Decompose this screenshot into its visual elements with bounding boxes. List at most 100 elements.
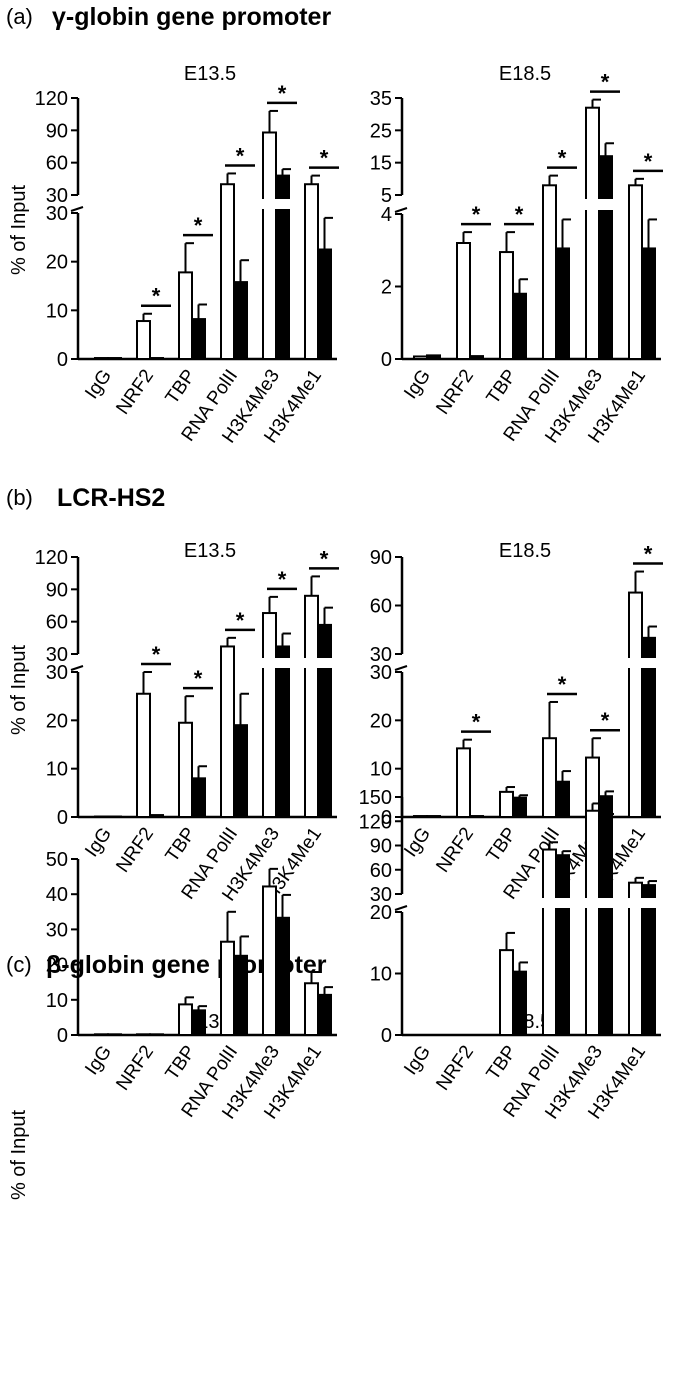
axis-break-gap bbox=[627, 898, 657, 908]
y-tick-label: 60 bbox=[46, 153, 68, 175]
significance-star: * bbox=[601, 70, 610, 95]
bar bbox=[262, 131, 277, 360]
bar bbox=[262, 612, 277, 818]
y-tick-label: 60 bbox=[370, 860, 392, 882]
category-label: NRF2 bbox=[112, 1042, 158, 1095]
significance-star: * bbox=[472, 710, 481, 735]
bar bbox=[107, 1033, 122, 1037]
axis-break-gap bbox=[261, 199, 291, 209]
y-tick-label: 90 bbox=[46, 120, 68, 142]
bar bbox=[94, 1033, 109, 1037]
y-tick-label: 5 bbox=[381, 185, 392, 207]
bar bbox=[456, 242, 471, 360]
bar bbox=[628, 591, 643, 818]
category-label: IgG bbox=[400, 1042, 435, 1079]
bar bbox=[469, 355, 484, 361]
significance-star: * bbox=[644, 149, 653, 174]
significance-star: * bbox=[320, 146, 329, 171]
bar bbox=[555, 780, 570, 819]
bar bbox=[542, 737, 557, 819]
category-label: IgG bbox=[400, 824, 435, 861]
y-tick-label: 10 bbox=[46, 990, 68, 1012]
category-label: TBP bbox=[162, 824, 200, 866]
category-label: TBP bbox=[483, 1042, 521, 1084]
category-label: NRF2 bbox=[432, 824, 478, 877]
bar bbox=[233, 281, 248, 360]
y-tick-label: 15 bbox=[370, 153, 392, 175]
category-label: IgG bbox=[400, 366, 435, 403]
y-tick-label: 0 bbox=[57, 349, 68, 371]
axis-break-gap bbox=[261, 658, 291, 668]
bar bbox=[233, 954, 248, 1036]
y-tick-label: 150 bbox=[359, 787, 392, 809]
bar bbox=[136, 1033, 151, 1037]
category-label: NRF2 bbox=[112, 824, 158, 877]
category-label: IgG bbox=[81, 1042, 116, 1079]
significance-star: * bbox=[515, 202, 524, 227]
y-tick-label: 0 bbox=[57, 1025, 68, 1047]
bar bbox=[555, 854, 570, 1037]
bar bbox=[191, 777, 206, 818]
bar bbox=[598, 155, 613, 360]
bar bbox=[317, 248, 332, 360]
significance-star: * bbox=[278, 81, 287, 106]
category-label: TBP bbox=[162, 1042, 200, 1084]
bar bbox=[149, 1033, 164, 1037]
bar bbox=[178, 1003, 193, 1036]
category-label: IgG bbox=[81, 824, 116, 861]
panel-b-letter: (b) bbox=[6, 485, 33, 510]
axis-break-gap bbox=[541, 898, 571, 908]
bar bbox=[413, 355, 428, 360]
y-tick-label: 90 bbox=[370, 547, 392, 569]
chart-subtitle: E13.5 bbox=[184, 63, 236, 85]
bar bbox=[304, 982, 319, 1036]
y-tick-label: 120 bbox=[359, 811, 392, 833]
y-tick-label: 20 bbox=[46, 252, 68, 274]
bar bbox=[191, 318, 206, 360]
axis-break-gap bbox=[627, 658, 657, 668]
significance-star: * bbox=[236, 608, 245, 633]
y-tick-label: 10 bbox=[46, 300, 68, 322]
significance-star: * bbox=[644, 542, 653, 567]
y-tick-label: 120 bbox=[35, 547, 68, 569]
significance-star: * bbox=[601, 708, 610, 733]
category-label: TBP bbox=[483, 366, 521, 408]
significance-star: * bbox=[558, 672, 567, 697]
significance-star: * bbox=[152, 642, 161, 667]
y-tick-label: 60 bbox=[46, 612, 68, 634]
y-tick-label: 0 bbox=[381, 349, 392, 371]
y-tick-label: 20 bbox=[370, 902, 392, 924]
y-tick-label: 50 bbox=[46, 849, 68, 871]
y-tick-label: 0 bbox=[57, 807, 68, 829]
bar bbox=[542, 848, 557, 1037]
bar bbox=[641, 247, 656, 360]
bar bbox=[178, 271, 193, 360]
y-tick-label: 20 bbox=[370, 710, 392, 732]
bar bbox=[136, 692, 151, 818]
bar bbox=[220, 183, 235, 360]
y-tick-label: 10 bbox=[370, 759, 392, 781]
y-tick-label: 40 bbox=[46, 884, 68, 906]
y-tick-label: 20 bbox=[46, 710, 68, 732]
bar bbox=[628, 184, 643, 360]
bar bbox=[149, 814, 164, 818]
panel-a-letter: (a) bbox=[6, 4, 33, 29]
y-tick-label: 120 bbox=[35, 88, 68, 110]
panel-a-title: γ-globin gene promoter bbox=[52, 3, 331, 31]
bar bbox=[220, 645, 235, 819]
axis-break-gap bbox=[584, 898, 614, 908]
bar bbox=[555, 247, 570, 360]
y-tick-label: 30 bbox=[370, 644, 392, 666]
significance-star: * bbox=[278, 567, 287, 592]
axis-break-mark bbox=[70, 206, 84, 212]
bar bbox=[426, 354, 441, 360]
bar bbox=[585, 809, 600, 1036]
y-tick-label: 2 bbox=[381, 277, 392, 299]
y-tick-label: 30 bbox=[46, 919, 68, 941]
axis-break-mark bbox=[70, 665, 84, 671]
bar bbox=[512, 970, 527, 1037]
bar bbox=[499, 790, 514, 818]
